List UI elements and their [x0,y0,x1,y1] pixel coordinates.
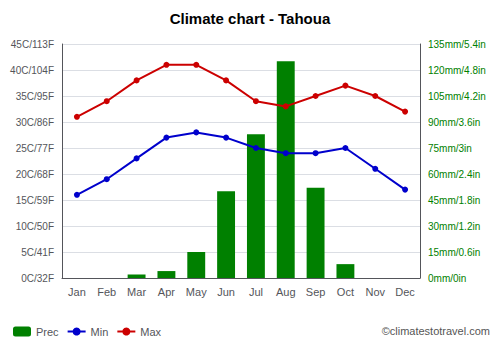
svg-text:Sep: Sep [306,286,326,298]
svg-text:15mm/0.6in: 15mm/0.6in [428,247,480,258]
svg-text:Apr: Apr [158,286,175,298]
svg-text:60mm/2.4in: 60mm/2.4in [428,169,480,180]
svg-text:Climate chart - Tahoua: Climate chart - Tahoua [170,10,331,27]
svg-text:Aug: Aug [276,286,296,298]
svg-text:Prec: Prec [36,326,59,338]
svg-text:©climatestotravel.com: ©climatestotravel.com [382,325,490,337]
svg-text:20C/68F: 20C/68F [16,169,54,180]
svg-text:Min: Min [91,326,109,338]
svg-text:May: May [186,286,207,298]
svg-text:Jan: Jan [68,286,86,298]
svg-text:5C/41F: 5C/41F [21,247,54,258]
svg-text:40C/104F: 40C/104F [10,65,54,76]
svg-text:105mm/4.2in: 105mm/4.2in [428,91,486,102]
svg-text:Jul: Jul [249,286,263,298]
svg-text:0C/32F: 0C/32F [21,273,54,284]
svg-text:10C/50F: 10C/50F [16,221,54,232]
svg-text:120mm/4.8in: 120mm/4.8in [428,65,486,76]
svg-text:Dec: Dec [395,286,415,298]
svg-text:25C/77F: 25C/77F [16,143,54,154]
svg-text:90mm/3.6in: 90mm/3.6in [428,117,480,128]
svg-text:Feb: Feb [97,286,116,298]
svg-text:Nov: Nov [365,286,385,298]
svg-text:45mm/1.8in: 45mm/1.8in [428,195,480,206]
svg-text:45C/113F: 45C/113F [11,39,54,50]
svg-text:Max: Max [140,326,161,338]
svg-text:15C/59F: 15C/59F [16,195,54,206]
svg-text:30C/86F: 30C/86F [16,117,54,128]
svg-text:0mm/0in: 0mm/0in [428,273,466,284]
svg-text:Oct: Oct [337,286,354,298]
svg-text:75mm/3in: 75mm/3in [428,143,472,154]
svg-text:30mm/1.2in: 30mm/1.2in [428,221,480,232]
svg-text:Jun: Jun [217,286,235,298]
svg-text:Mar: Mar [127,286,146,298]
svg-text:35C/95F: 35C/95F [16,91,54,102]
svg-text:135mm/5.4in: 135mm/5.4in [428,39,486,50]
